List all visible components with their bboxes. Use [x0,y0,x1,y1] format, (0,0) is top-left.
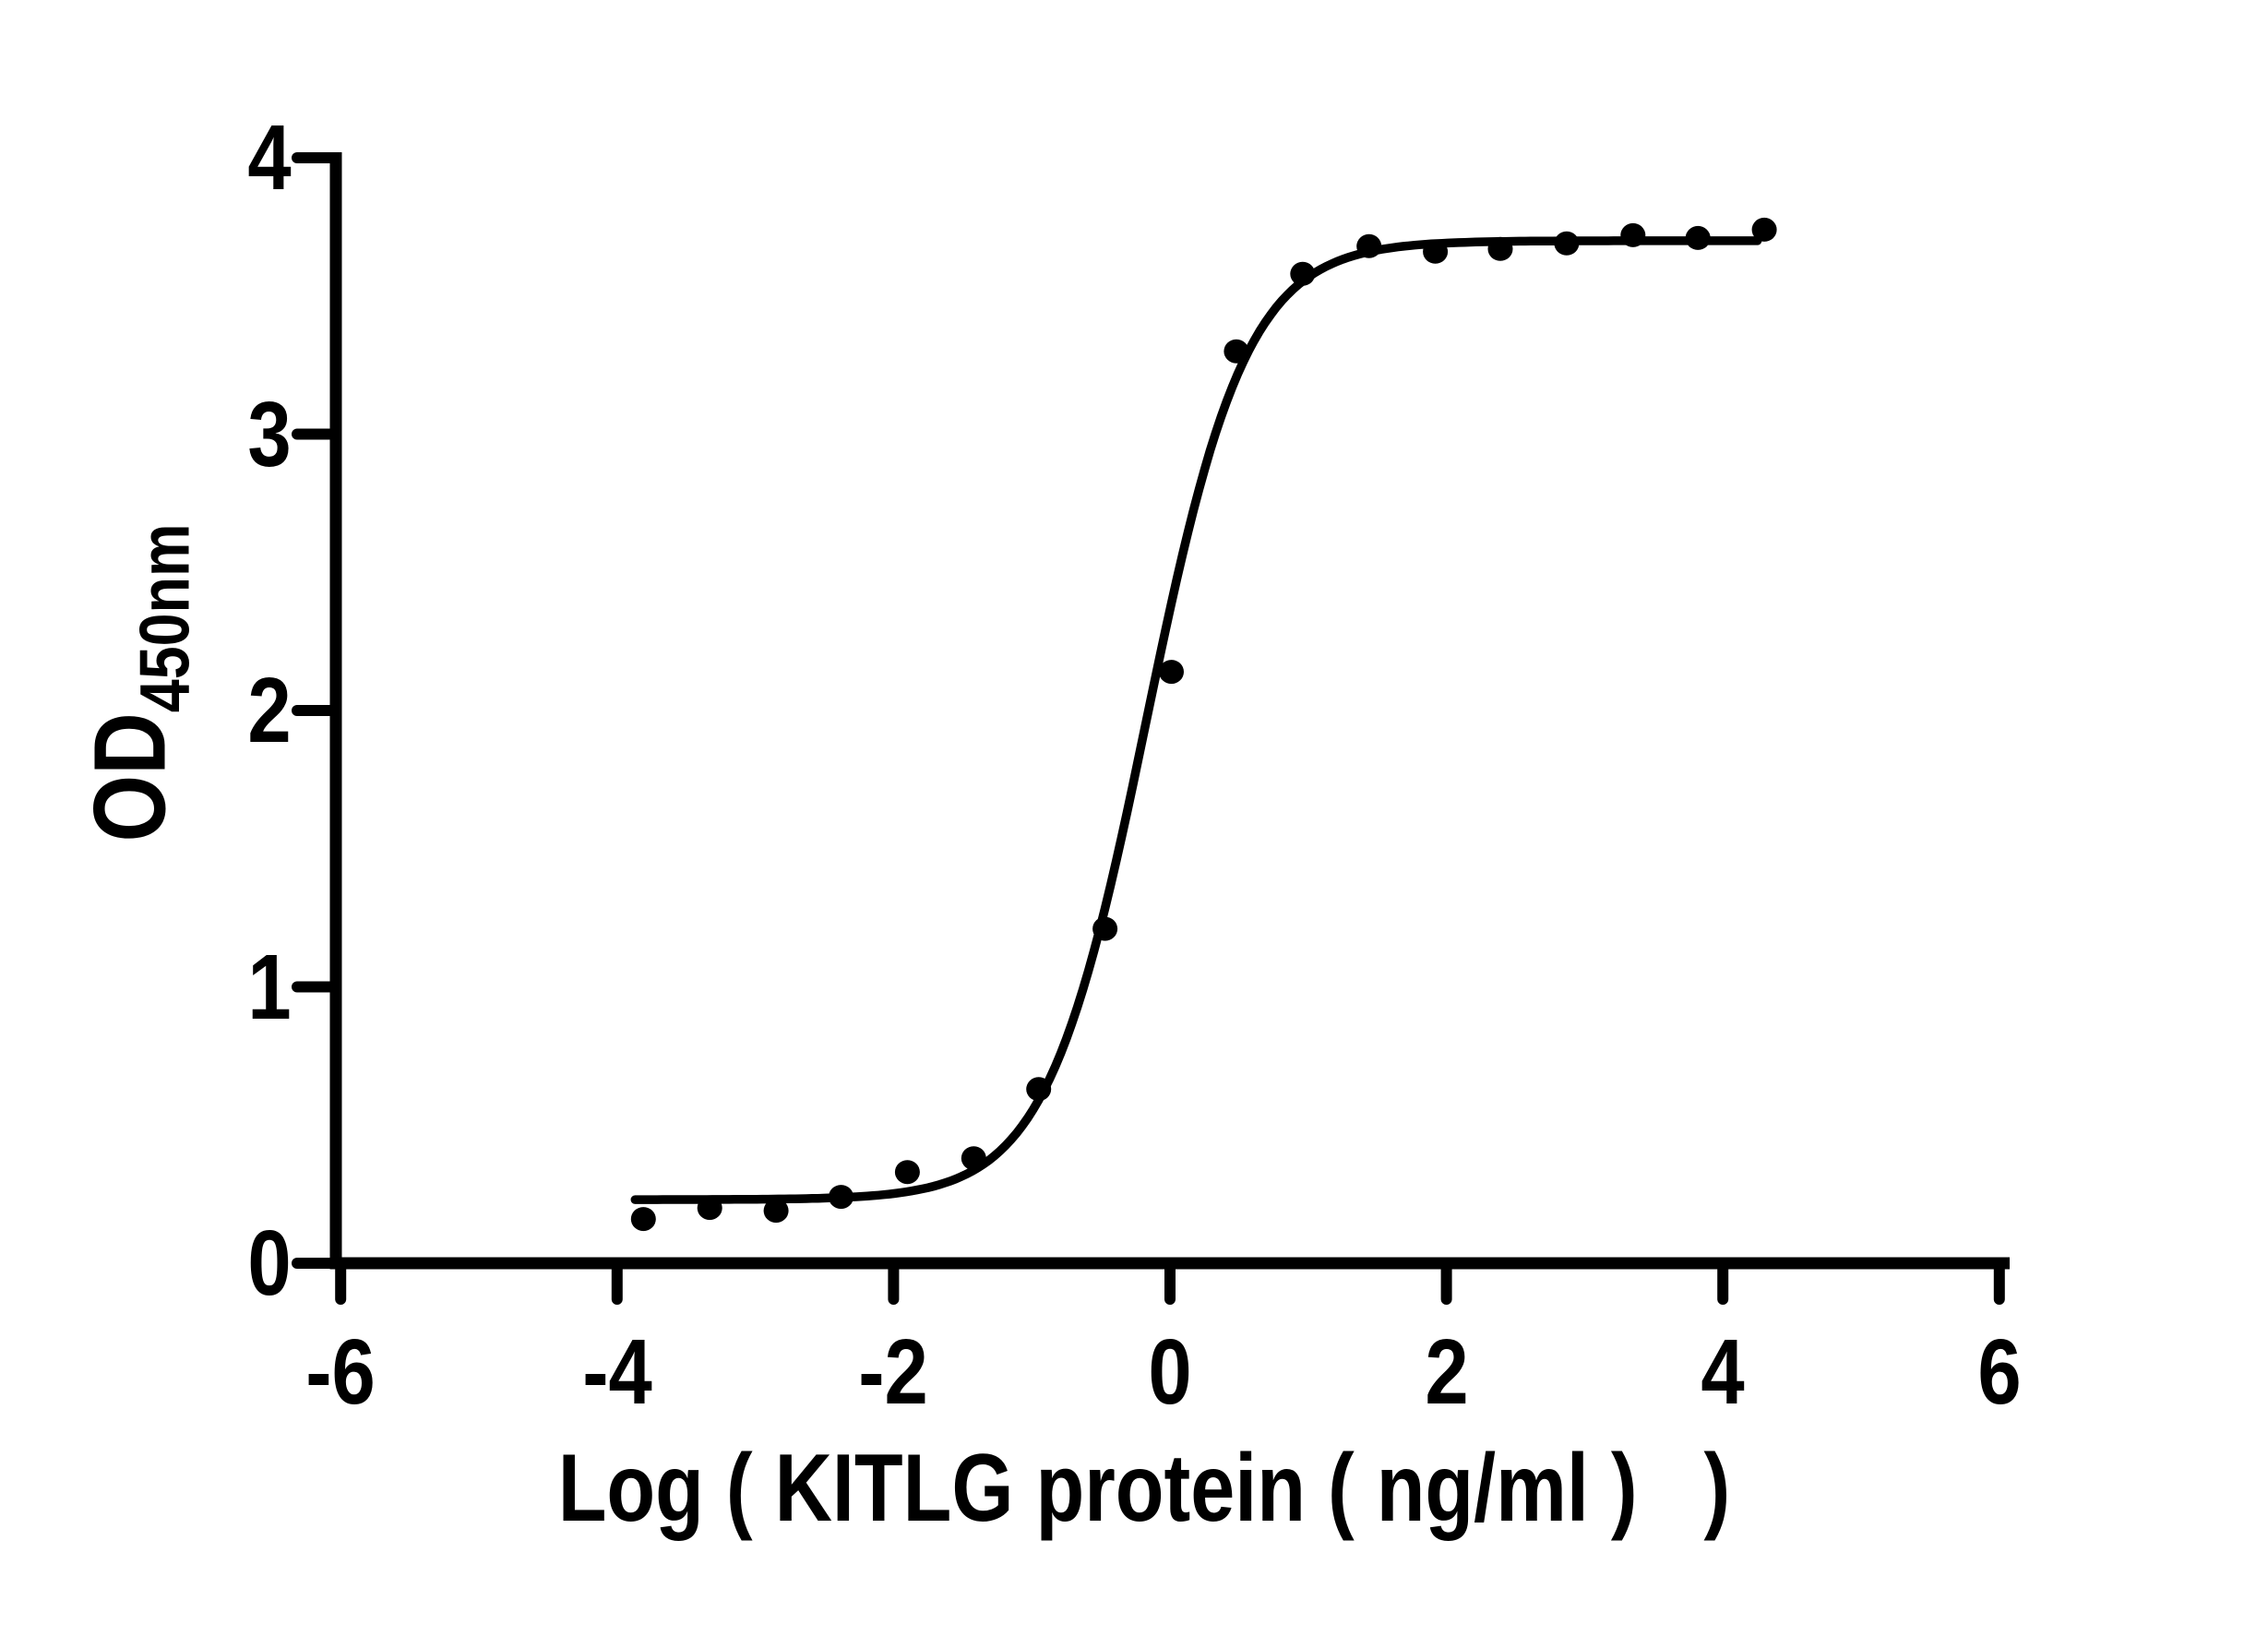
data-point [1685,225,1711,250]
data-point [894,1160,920,1185]
data-point [829,1185,853,1210]
data-point [630,1207,656,1232]
fit-curve [630,236,1762,1204]
data-point [763,1199,789,1224]
data-point [1224,339,1249,364]
data-point [961,1146,986,1171]
data-point [1092,916,1118,941]
data-point [1751,217,1777,242]
data-point [1620,222,1646,247]
data-point [1026,1077,1052,1102]
data-point [697,1196,722,1221]
data-point [1423,239,1449,264]
data-point [1159,660,1184,685]
data-point [1356,233,1382,258]
data-point [1290,261,1316,286]
data-point [1487,236,1513,261]
data-point [1554,231,1580,256]
